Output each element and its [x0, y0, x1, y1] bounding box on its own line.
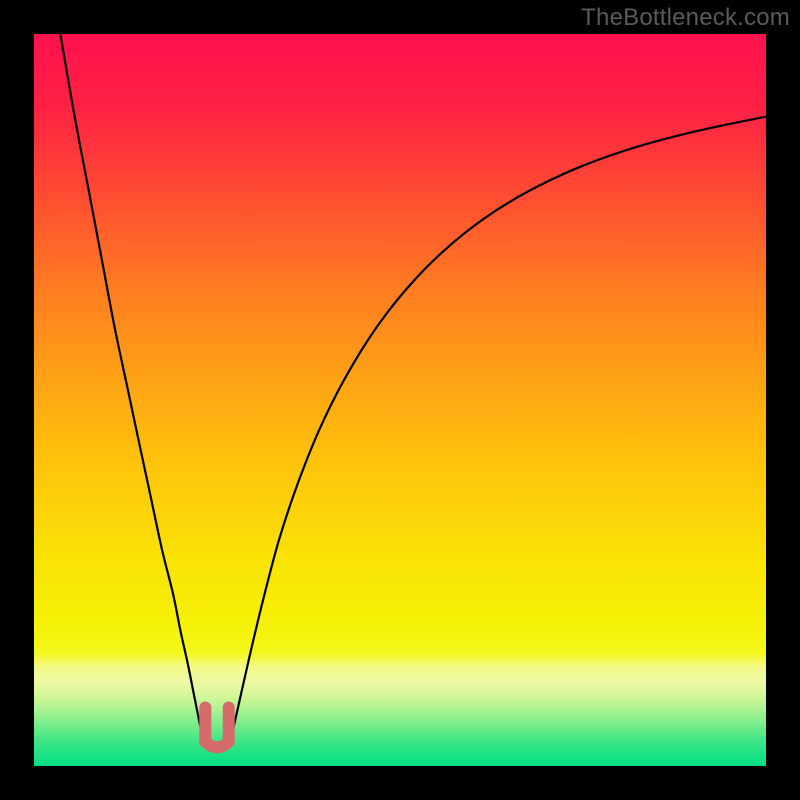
bottleneck-chart [0, 0, 800, 800]
chart-container: TheBottleneck.com [0, 0, 800, 800]
plot-background [34, 34, 766, 766]
watermark-text: TheBottleneck.com [581, 4, 790, 32]
